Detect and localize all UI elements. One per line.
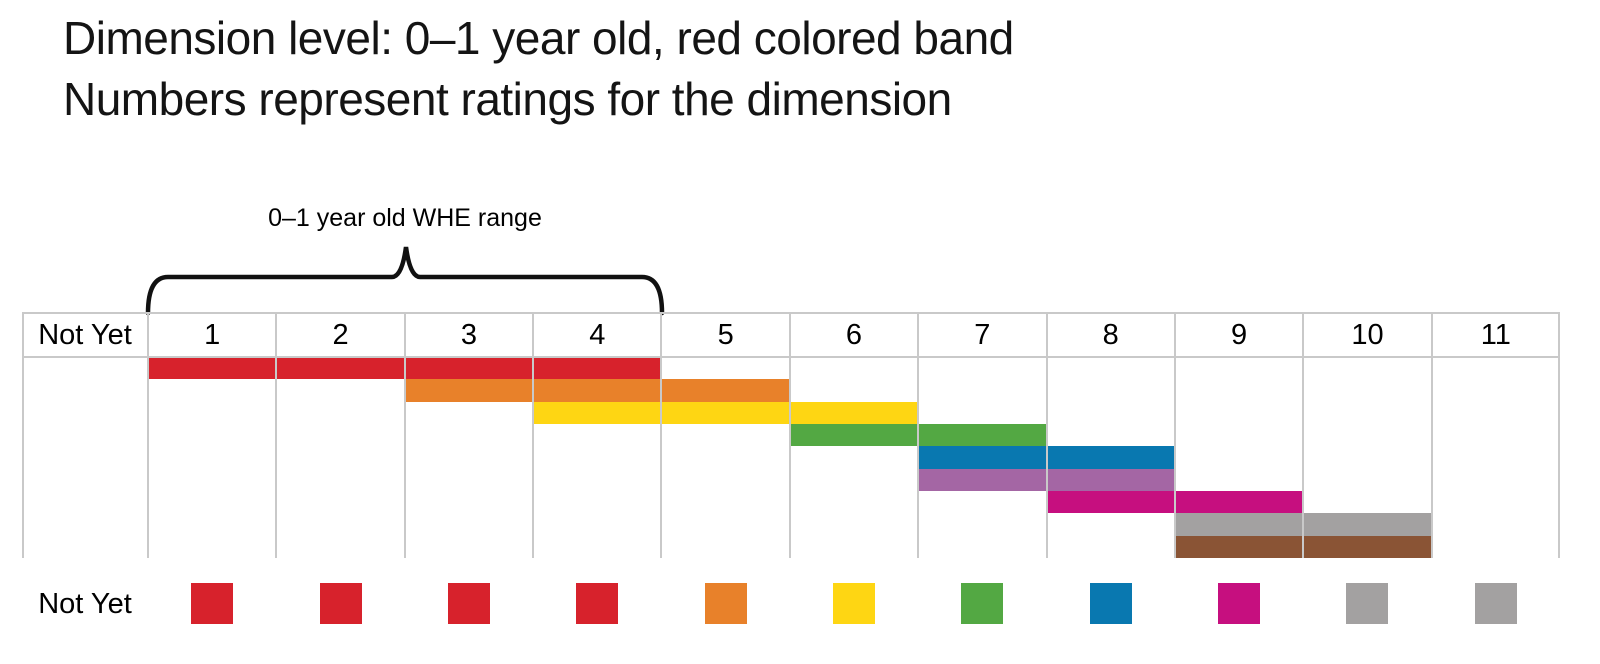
page-title: Dimension level: 0–1 year old, red color… bbox=[63, 8, 1014, 130]
legend-swatch-red-col2 bbox=[319, 583, 362, 624]
column-gridline bbox=[22, 313, 24, 558]
column-gridline bbox=[532, 313, 535, 558]
legend-swatch-red-col3 bbox=[447, 583, 490, 624]
band-orange bbox=[404, 379, 790, 402]
column-header-6: 6 bbox=[845, 319, 863, 351]
row-gridline bbox=[22, 356, 1560, 358]
rating-table: Not Yet 1 2 3 4 5 6 7 8 9 10 11 bbox=[22, 312, 1560, 558]
column-gridline bbox=[403, 313, 406, 558]
column-gridline bbox=[1045, 313, 1048, 558]
legend-swatch-magenta-col9 bbox=[1218, 583, 1261, 624]
column-header-not-yet: Not Yet bbox=[38, 319, 132, 351]
column-header-2: 2 bbox=[332, 319, 349, 351]
legend-swatch-red-col4 bbox=[576, 583, 619, 624]
legend-swatch-yellow-col6 bbox=[833, 583, 875, 624]
column-header-5: 5 bbox=[717, 319, 734, 351]
legend-label: Not Yet bbox=[38, 588, 132, 620]
legend-swatch-orange-col5 bbox=[704, 583, 747, 624]
legend-swatch-blue-col8 bbox=[1089, 583, 1132, 624]
column-gridline bbox=[275, 313, 278, 558]
page-title-line1: Dimension level: 0–1 year old, red color… bbox=[63, 12, 1014, 64]
column-header-11: 11 bbox=[1480, 319, 1511, 351]
column-gridline bbox=[788, 313, 791, 558]
column-header-4: 4 bbox=[589, 319, 606, 351]
band-yellow bbox=[533, 401, 919, 424]
row-gridline bbox=[22, 312, 1560, 314]
bracket-label: 0–1 year old WHE range bbox=[268, 204, 542, 232]
column-gridline bbox=[1173, 313, 1176, 558]
legend-swatch-green-col7 bbox=[961, 583, 1004, 624]
column-gridline bbox=[1558, 313, 1560, 558]
legend-swatch-gray-col10 bbox=[1346, 583, 1389, 624]
column-header-1: 1 bbox=[204, 319, 221, 351]
column-gridline bbox=[147, 313, 149, 558]
column-header-7: 7 bbox=[974, 319, 991, 351]
column-gridline bbox=[1430, 313, 1433, 558]
column-gridline bbox=[917, 313, 920, 558]
column-header-8: 8 bbox=[1102, 319, 1119, 351]
page-title-line2: Numbers represent ratings for the dimens… bbox=[63, 73, 952, 125]
column-gridline bbox=[660, 313, 663, 558]
column-header-9: 9 bbox=[1231, 319, 1248, 351]
legend-swatch-gray-col11 bbox=[1474, 583, 1517, 624]
column-header-10: 10 bbox=[1351, 319, 1384, 351]
legend-swatch-red-col1 bbox=[191, 583, 234, 624]
column-header-3: 3 bbox=[460, 319, 477, 351]
curly-brace-icon bbox=[145, 246, 665, 316]
column-gridline bbox=[1302, 313, 1305, 558]
